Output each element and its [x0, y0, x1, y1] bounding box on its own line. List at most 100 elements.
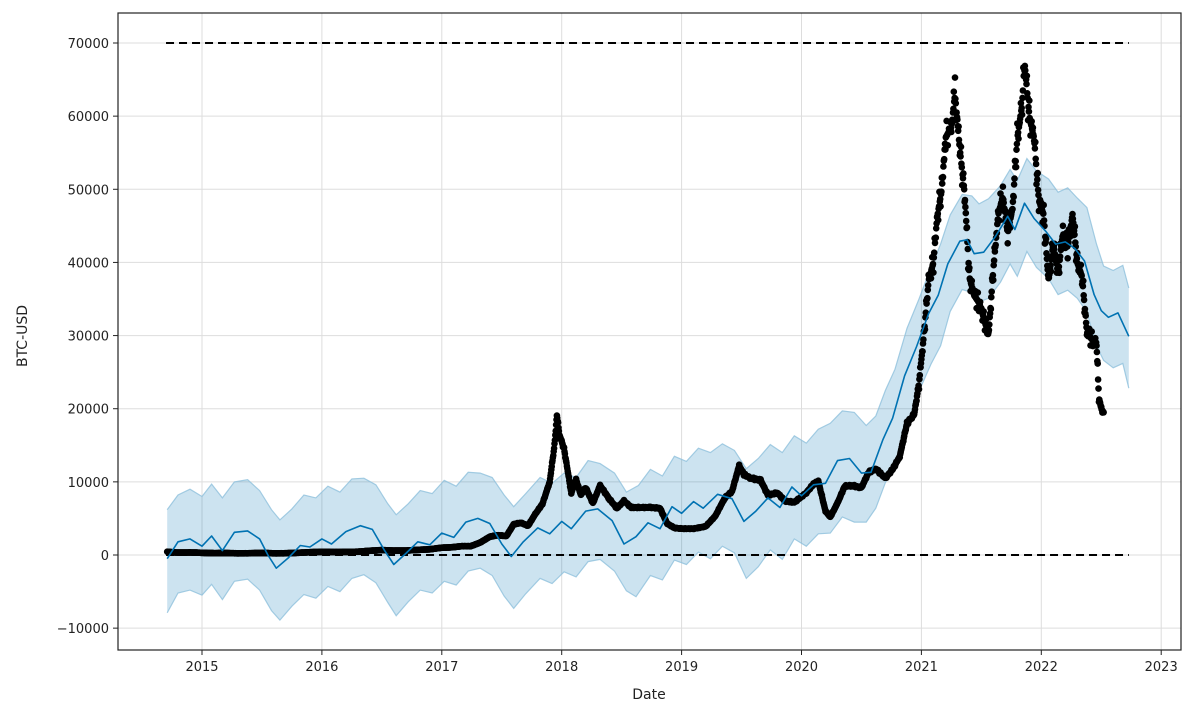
x-tick-label: 2023: [1145, 660, 1178, 675]
data-point: [1034, 169, 1041, 177]
data-point: [966, 264, 973, 272]
data-point: [1042, 235, 1050, 243]
data-point: [996, 217, 1003, 224]
data-point: [1093, 348, 1101, 356]
actual-price-points: [163, 62, 1107, 557]
data-point: [1013, 146, 1020, 153]
data-point: [1071, 223, 1079, 230]
data-point: [1082, 312, 1089, 320]
data-point: [940, 163, 947, 170]
data-point: [1088, 328, 1095, 335]
data-point: [1093, 342, 1100, 350]
data-point: [931, 239, 939, 247]
data-point: [924, 282, 932, 289]
data-point: [1094, 376, 1102, 383]
y-tick-label: 10000: [68, 476, 109, 491]
data-point: [924, 294, 931, 302]
plot-area: [118, 13, 1181, 650]
data-point: [1028, 118, 1035, 125]
forecast-line: [166, 202, 1130, 569]
data-point: [1018, 104, 1025, 112]
data-point: [1032, 160, 1040, 168]
data-point: [930, 249, 938, 256]
axes-frame: [117, 12, 1182, 651]
data-point: [963, 224, 971, 231]
data-point: [927, 275, 935, 282]
data-point: [1010, 193, 1017, 201]
data-point: [1071, 231, 1078, 238]
data-point: [1032, 155, 1039, 163]
data-point: [1050, 245, 1058, 253]
data-point: [1009, 205, 1016, 213]
data-point: [1095, 385, 1102, 392]
data-point: [919, 348, 926, 355]
data-point: [551, 436, 559, 444]
data-point: [1013, 140, 1021, 148]
data-point: [1009, 198, 1017, 206]
data-point: [974, 289, 982, 296]
data-point: [955, 123, 962, 130]
data-point: [929, 260, 937, 268]
data-point: [957, 143, 965, 151]
data-point: [554, 419, 562, 426]
data-point: [922, 309, 930, 317]
data-point: [1026, 97, 1033, 104]
data-point: [1015, 135, 1022, 142]
data-point: [988, 288, 995, 296]
data-point: [962, 209, 970, 217]
y-tick-label: 60000: [68, 110, 109, 125]
y-tick-label: 70000: [68, 37, 109, 52]
data-point: [950, 88, 958, 95]
data-point: [937, 203, 944, 210]
x-tick-label: 2022: [1025, 660, 1058, 675]
data-point: [952, 100, 960, 107]
data-point: [920, 336, 927, 343]
data-point: [1000, 199, 1007, 206]
y-tick-label: 30000: [68, 330, 109, 345]
data-point: [934, 216, 942, 224]
data-point: [954, 116, 961, 123]
data-point: [1056, 253, 1064, 260]
x-tick-label: 2015: [185, 660, 218, 675]
data-point: [985, 326, 993, 334]
data-point: [1014, 129, 1022, 136]
data-point: [1040, 201, 1047, 209]
data-point: [957, 153, 964, 160]
data-point: [1080, 296, 1088, 304]
y-tick-label: 50000: [68, 183, 109, 198]
data-point: [1034, 176, 1041, 183]
y-tick-label: 0: [101, 549, 109, 564]
data-point: [964, 245, 972, 253]
data-point: [932, 234, 940, 241]
data-point: [1047, 262, 1054, 269]
data-point: [986, 321, 993, 328]
data-point: [939, 173, 947, 181]
data-point: [951, 74, 959, 81]
data-point: [959, 175, 967, 182]
data-point: [960, 170, 967, 177]
data-point: [987, 305, 995, 313]
y-tick-label: 40000: [68, 256, 109, 271]
data-point: [932, 225, 940, 232]
data-point: [934, 210, 942, 217]
y-tick-label: −10000: [57, 622, 109, 637]
data-point: [962, 217, 970, 225]
data-point: [1023, 80, 1030, 88]
y-tick-label: 20000: [68, 403, 109, 418]
data-point: [1025, 108, 1033, 115]
data-point: [915, 385, 923, 393]
data-point: [1073, 255, 1081, 262]
data-point: [1010, 181, 1018, 188]
data-point: [1018, 111, 1026, 118]
data-point: [1023, 72, 1031, 80]
y-axis-label: BTC-USD: [15, 305, 31, 367]
x-tick-label: 2021: [905, 660, 938, 675]
data-point: [1006, 224, 1014, 232]
lower-bound-edge: [166, 250, 1130, 622]
data-point: [1031, 145, 1039, 152]
data-point: [1004, 240, 1011, 247]
data-point: [1040, 217, 1048, 224]
data-point: [980, 308, 987, 315]
x-tick-label: 2018: [545, 660, 578, 675]
